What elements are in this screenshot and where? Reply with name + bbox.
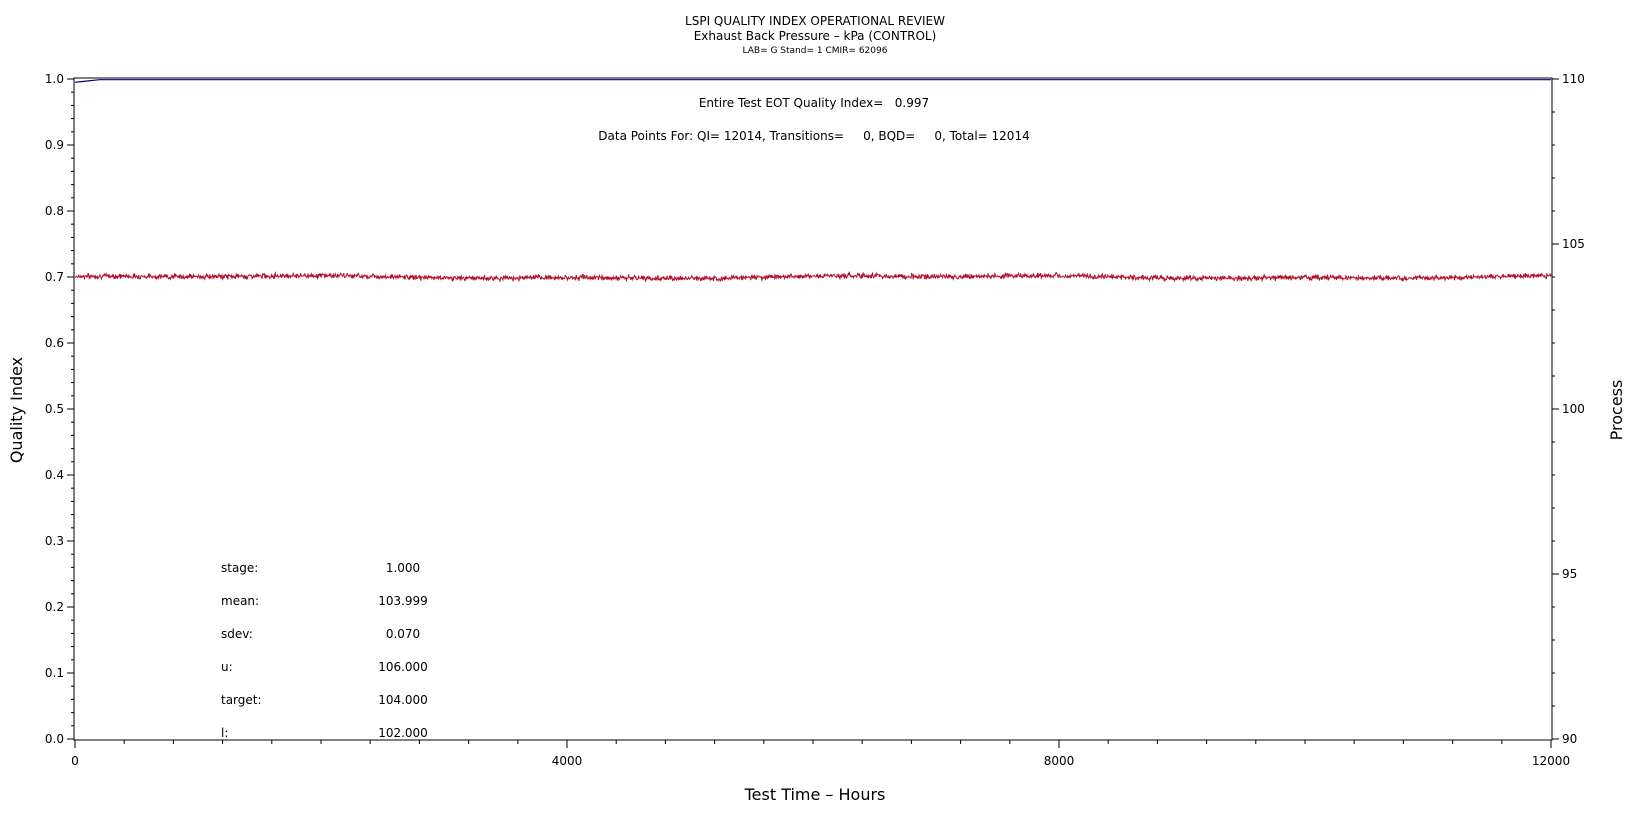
y-right-tick-label: 100	[1562, 402, 1585, 416]
x-tick-label: 8000	[1044, 754, 1075, 768]
y-left-tick-label: 0.3	[45, 534, 64, 548]
stat-value: 0.070	[386, 627, 420, 641]
y-left-tick-label: 0.9	[45, 138, 64, 152]
x-tick-label: 0	[71, 754, 79, 768]
y-axis-right-label: Process	[1607, 380, 1626, 441]
y-left-tick-label: 0.2	[45, 600, 64, 614]
y-right-tick-label: 90	[1562, 732, 1577, 746]
y-right-tick-label: 95	[1562, 567, 1577, 581]
stat-label: mean:	[221, 594, 259, 608]
stat-label: stage:	[221, 561, 258, 575]
x-axis-label: Test Time – Hours	[744, 785, 886, 804]
stat-label: l:	[221, 726, 228, 740]
stat-label: sdev:	[221, 627, 253, 641]
y-left-tick-label: 0.1	[45, 666, 64, 680]
left-axis: 0.0 0.1 0.2 0.3 0.4 0.5 0.6 0.7 0.8 0.9 1.0	[45, 72, 74, 746]
stat-value: 103.999	[378, 594, 428, 608]
stat-value: 106.000	[378, 660, 428, 674]
eot-quality-index-annotation: Entire Test EOT Quality Index= 0.997	[699, 96, 929, 110]
y-left-tick-label: 0.8	[45, 204, 64, 218]
stat-value: 102.000	[378, 726, 428, 740]
y-left-tick-label: 0.6	[45, 336, 64, 350]
y-left-tick-label: 0.0	[45, 732, 64, 746]
right-axis: 90 95 100 105 110	[1552, 72, 1585, 746]
y-left-tick-label: 0.7	[45, 270, 64, 284]
stat-value: 104.000	[378, 693, 428, 707]
y-axis-left-label: Quality Index	[7, 357, 26, 463]
chart-title: LSPI QUALITY INDEX OPERATIONAL REVIEW	[685, 14, 945, 28]
series-quality-index-line	[74, 79, 1551, 83]
bottom-axis: 0 4000 8000 12000	[71, 740, 1570, 768]
stat-value: 1.000	[386, 561, 420, 575]
data-points-annotation: Data Points For: QI= 12014, Transitions=…	[598, 129, 1029, 143]
y-right-tick-label: 110	[1562, 72, 1585, 86]
chart-caption: LAB= G Stand= 1 CMIR= 62096	[743, 46, 888, 56]
stat-label: target:	[221, 693, 262, 707]
stat-label: u:	[221, 660, 233, 674]
x-tick-label: 4000	[552, 754, 583, 768]
y-left-tick-label: 0.5	[45, 402, 64, 416]
y-left-tick-label: 0.4	[45, 468, 64, 482]
series-process-line	[74, 270, 1552, 283]
x-tick-label: 12000	[1532, 754, 1570, 768]
chart-subtitle: Exhaust Back Pressure – kPa (CONTROL)	[694, 29, 937, 43]
y-left-tick-label: 1.0	[45, 72, 64, 86]
stats-table: stage: 1.000 mean: 103.999 sdev: 0.070 u…	[221, 561, 428, 740]
y-right-tick-label: 105	[1562, 237, 1585, 251]
plot-frame	[73, 77, 1553, 741]
